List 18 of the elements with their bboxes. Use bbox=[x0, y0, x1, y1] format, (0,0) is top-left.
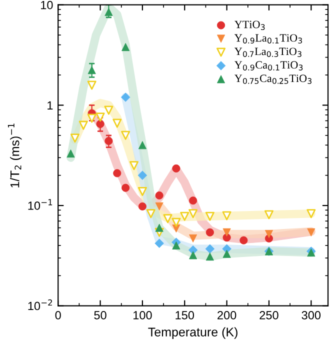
x-axis-title: Temperature (K) bbox=[148, 327, 238, 339]
legend-label: YTiO$_{3}$ bbox=[234, 20, 265, 30]
y-tick-label: 10 bbox=[41, 0, 53, 10]
legend-label: Y$_{0.75}$Ca$_{0.25}$TiO$_{3}$ bbox=[234, 74, 312, 84]
legend-label: Y$_{0.7}$La$_{0.3}$TiO$_{3}$ bbox=[234, 48, 302, 57]
x-tick-label: 100 bbox=[134, 311, 152, 320]
x-tick-label: 50 bbox=[94, 311, 106, 320]
x-tick-label: 250 bbox=[260, 311, 278, 320]
x-tick-label: 150 bbox=[176, 311, 194, 320]
legend-label: Y$_{0.9}$Ca$_{0.1}$TiO$_{3}$ bbox=[234, 61, 303, 70]
x-tick-label: 200 bbox=[218, 311, 236, 320]
y-tick-label: 10$^{−2}$ bbox=[28, 299, 52, 310]
x-tick-label: 0 bbox=[55, 311, 61, 320]
y-axis-title: 1/T$_{2}$ (ms)$^{−1}$ bbox=[8, 124, 22, 188]
legend-label: Y$_{0.9}$La$_{0.1}$TiO$_{3}$ bbox=[234, 34, 302, 44]
y-tick-label: 1 bbox=[48, 101, 53, 110]
y-tick-label: 10$^{−1}$ bbox=[28, 199, 52, 210]
x-tick-label: 300 bbox=[302, 311, 321, 320]
